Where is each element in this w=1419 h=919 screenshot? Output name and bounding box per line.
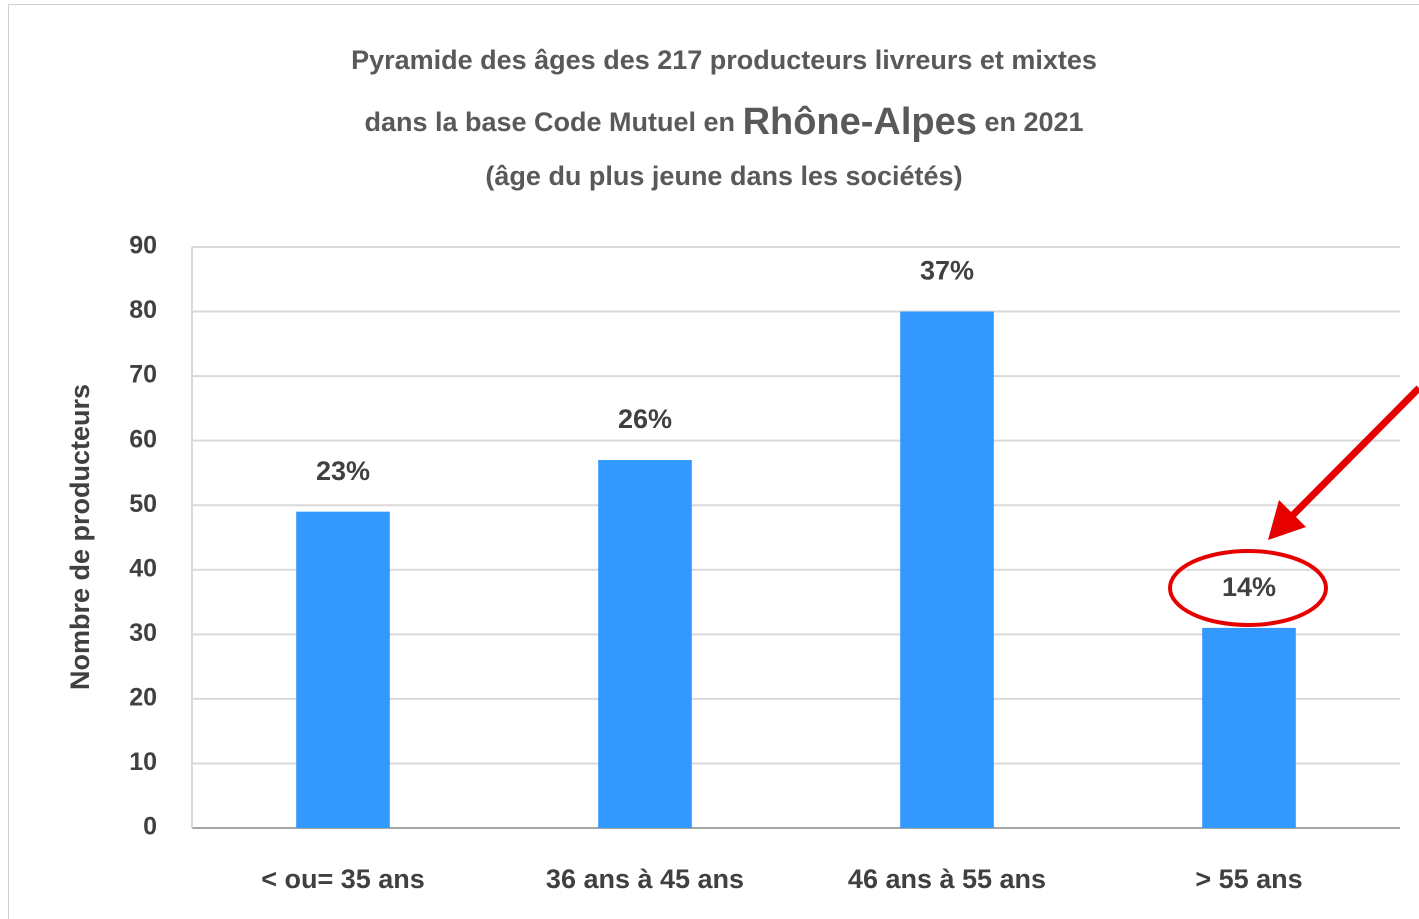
plot: 0 10 20 30 40 50 60 70 80 90 < ou= 35 ans 23% 36 ans… — [129, 232, 1400, 894]
y-tick-label: 0 — [143, 813, 157, 841]
y-tick-label: 50 — [129, 490, 157, 518]
title-part: dans la base Code Mutuel en — [364, 107, 735, 137]
bar — [296, 511, 390, 828]
value-label: 37% — [920, 256, 974, 286]
x-tick-label: > 55 ans — [1195, 864, 1302, 894]
highlight-ellipse — [1168, 549, 1328, 627]
value-label: 26% — [618, 404, 672, 434]
y-tick-label: 70 — [129, 361, 157, 389]
x-tick-label: < ou= 35 ans — [261, 864, 425, 894]
chart-title-line1: Pyramide des âges des 217 producteurs li… — [351, 45, 1097, 75]
y-tick-label: 90 — [129, 232, 157, 260]
bar — [900, 311, 994, 828]
y-tick-label: 80 — [129, 296, 157, 324]
arrow-shaft — [1287, 385, 1419, 521]
y-axis-label: Nombre de producteurs — [65, 384, 95, 690]
chart-border — [8, 4, 1419, 919]
title-highlight: Rhône-Alpes — [743, 101, 977, 143]
y-tick-label: 20 — [129, 683, 157, 711]
bar — [598, 460, 692, 828]
value-label: 14% — [1222, 572, 1276, 602]
arrow-head — [1268, 500, 1306, 540]
chart-title-line2: dans la base Code Mutuel en Rhône-Alpes … — [364, 101, 1083, 143]
chart-title-line3: (âge du plus jeune dans les sociétés) — [485, 161, 962, 191]
y-tick-label: 40 — [129, 554, 157, 582]
x-tick-label: 36 ans à 45 ans — [546, 864, 744, 894]
title-part: en 2021 — [984, 107, 1083, 137]
value-label: 23% — [316, 456, 370, 486]
y-tick-label: 10 — [129, 748, 157, 776]
y-tick-label: 30 — [129, 619, 157, 647]
y-tick-label: 60 — [129, 425, 157, 453]
bar — [1202, 627, 1296, 828]
x-tick-label: 46 ans à 55 ans — [848, 864, 1046, 894]
